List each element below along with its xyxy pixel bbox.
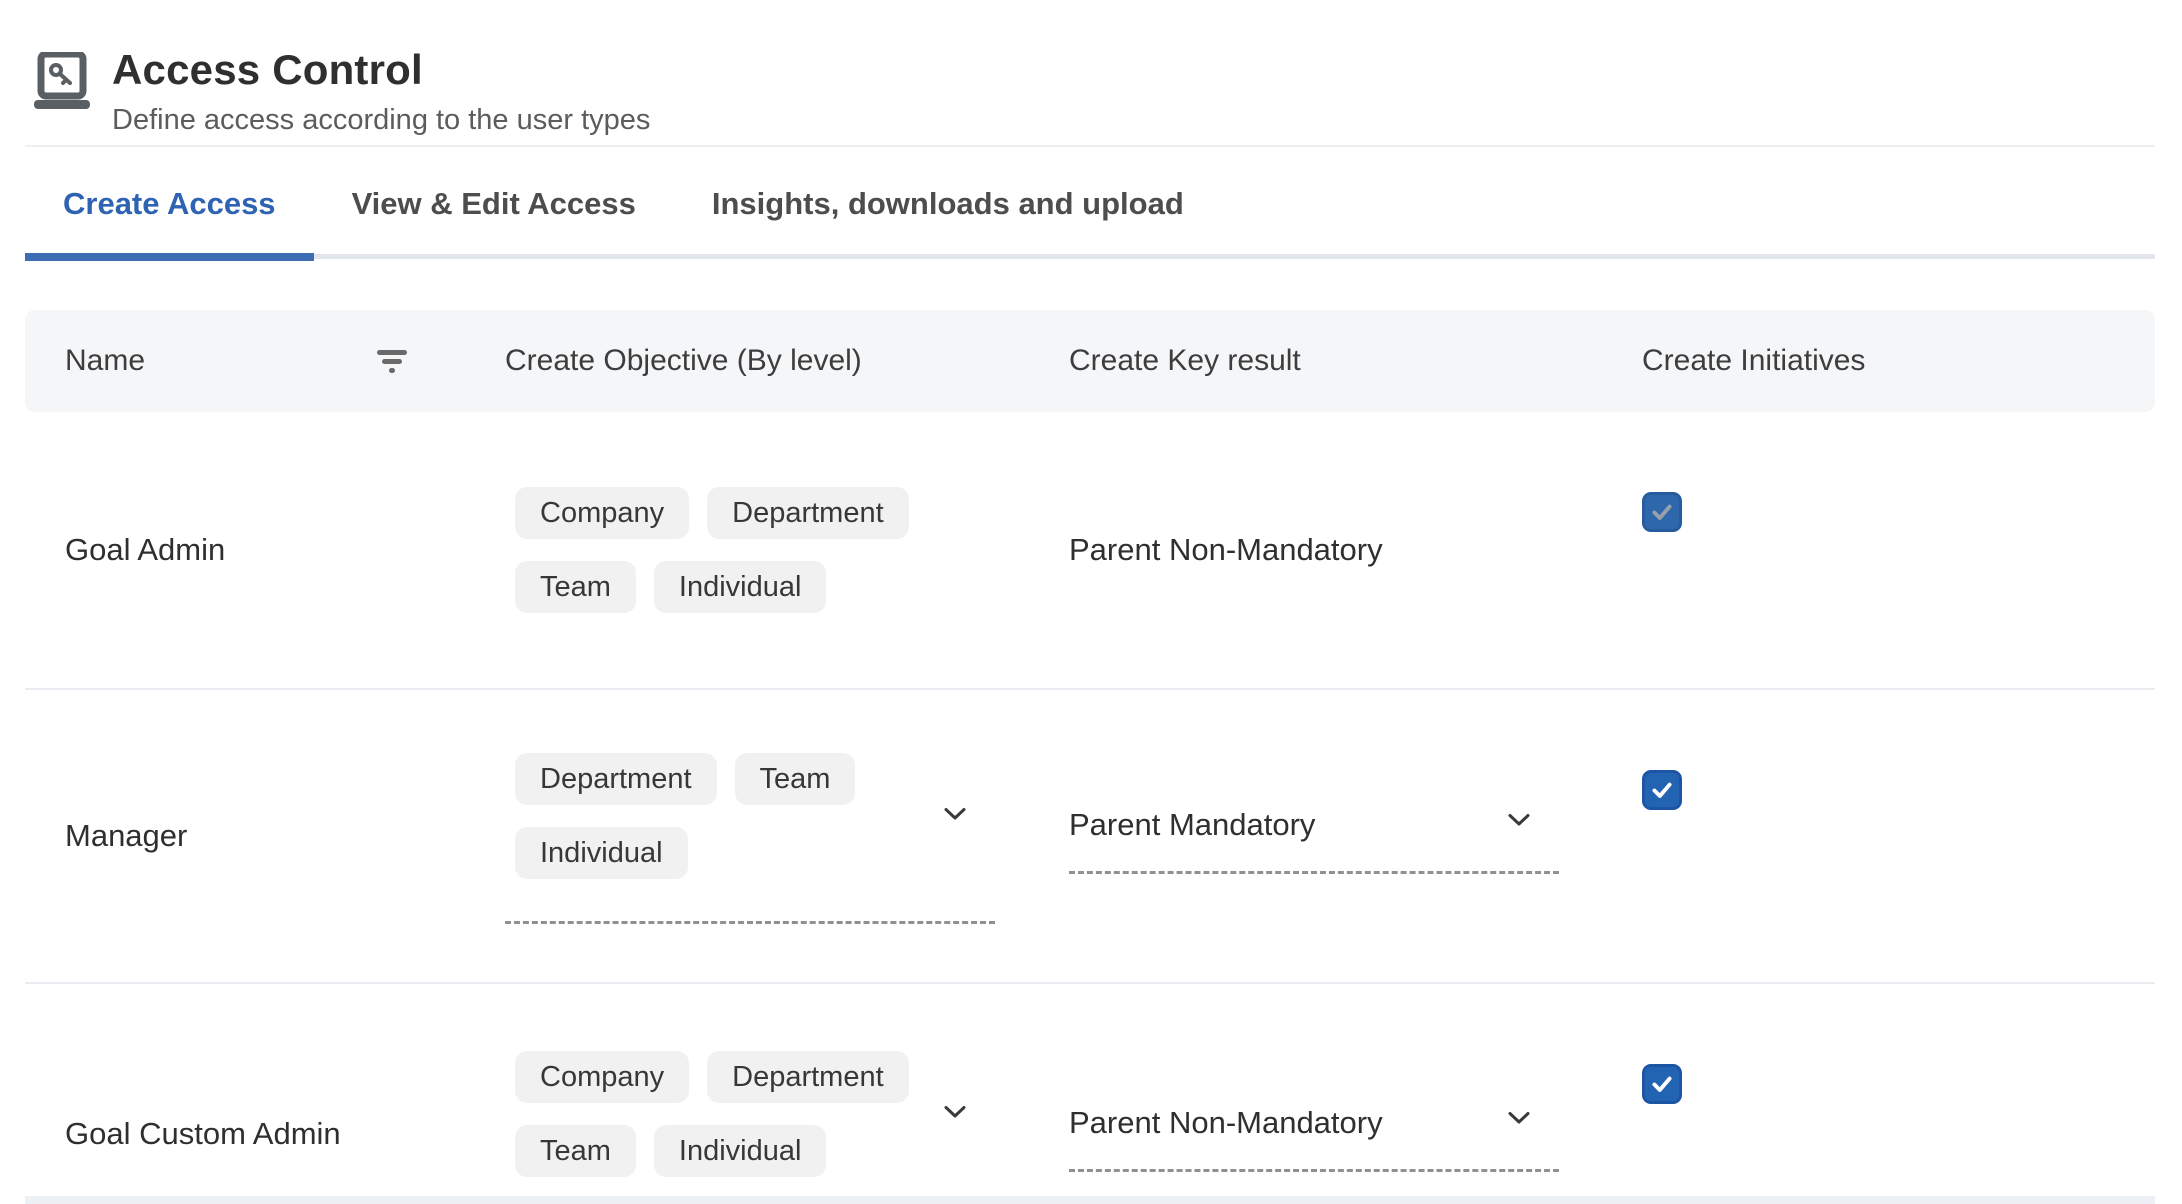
level-chip: Team xyxy=(734,752,856,805)
table-row: Manager Department Team Individual Paren… xyxy=(25,690,2155,984)
level-chip: Department xyxy=(515,752,717,805)
tab-create-access[interactable]: Create Access xyxy=(25,146,314,262)
key-result-value: Parent Mandatory xyxy=(1069,806,1316,842)
chevron-down-icon xyxy=(943,1105,967,1119)
tab-track xyxy=(25,254,2155,259)
column-header-name: Name xyxy=(65,344,146,377)
key-result-field: Parent Non-Mandatory xyxy=(1069,530,1559,570)
level-chip: Team xyxy=(515,561,636,613)
level-chip: Individual xyxy=(653,561,827,613)
table-row: Goal Admin Company Department Team Indiv… xyxy=(25,412,2155,690)
tab-view-edit-access[interactable]: View & Edit Access xyxy=(351,186,636,221)
level-chip: Department xyxy=(707,1050,909,1103)
level-chip: Department xyxy=(707,487,909,539)
column-header-create-objective: Create Objective (By level) xyxy=(505,344,862,377)
header-divider xyxy=(25,145,2155,147)
key-result-dropdown[interactable]: Parent Non-Mandatory xyxy=(1069,1097,1559,1172)
level-chip: Company xyxy=(515,1050,690,1103)
key-result-value: Parent Non-Mandatory xyxy=(1069,1104,1383,1140)
chevron-down-icon xyxy=(1507,813,1531,827)
row-name: Goal Custom Admin xyxy=(65,1116,341,1151)
level-chip: Individual xyxy=(653,1124,827,1177)
row-name: Manager xyxy=(65,818,188,853)
key-result-dropdown[interactable]: Parent Mandatory xyxy=(1069,799,1559,874)
objective-levels-dropdown[interactable]: Department Team Individual xyxy=(505,749,995,924)
create-initiatives-checkbox xyxy=(1642,492,1682,532)
bottom-row-divider xyxy=(25,1196,2155,1204)
chevron-down-icon xyxy=(1507,1111,1531,1125)
objective-levels-field: Company Department Team Individual xyxy=(505,487,995,613)
column-header-create-initiatives: Create Initiatives xyxy=(1642,344,1866,377)
table-row: Goal Custom Admin Company Department Tea… xyxy=(25,984,2155,1204)
page-header: Access Control Define access according t… xyxy=(0,0,2182,146)
key-result-value: Parent Non-Mandatory xyxy=(1069,532,1383,567)
chevron-down-icon xyxy=(943,807,967,821)
create-initiatives-checkbox[interactable] xyxy=(1642,1064,1682,1104)
level-chip: Individual xyxy=(515,826,688,879)
create-initiatives-checkbox[interactable] xyxy=(1642,770,1682,810)
tab-bar: Create Access View & Edit Access Insight… xyxy=(25,146,2155,262)
level-chip: Team xyxy=(515,1124,636,1177)
objective-levels-dropdown[interactable]: Company Department Team Individual xyxy=(505,1047,995,1204)
table-header-row: Name Create Objective (By level) Create … xyxy=(25,310,2155,412)
level-chip: Company xyxy=(515,487,690,539)
page-title: Access Control xyxy=(112,46,423,93)
tab-insights-downloads-upload[interactable]: Insights, downloads and upload xyxy=(711,186,1184,221)
filter-icon[interactable] xyxy=(375,348,409,374)
page-subtitle: Define access according to the user type… xyxy=(112,104,651,136)
laptop-key-icon xyxy=(34,50,90,114)
column-header-create-key-result: Create Key result xyxy=(1069,344,1301,377)
access-table: Name Create Objective (By level) Create … xyxy=(25,310,2155,1204)
row-name: Goal Admin xyxy=(65,532,226,567)
